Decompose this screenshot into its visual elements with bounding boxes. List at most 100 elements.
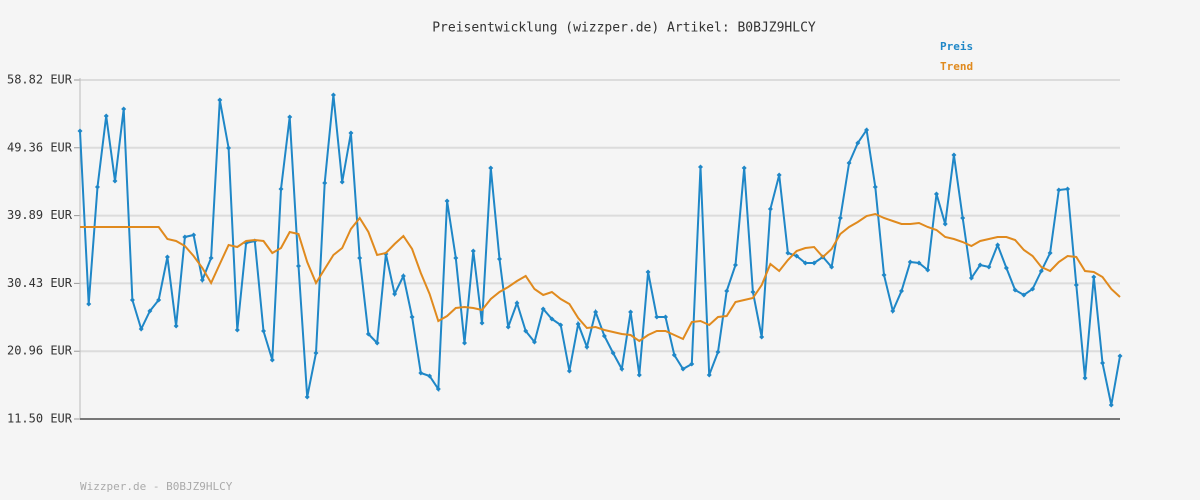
data-point [191,232,197,238]
y-tick-label: 49.36 EUR [7,140,73,154]
data-point [164,254,170,260]
data-point [916,260,922,266]
data-point [1012,287,1018,293]
data-point [278,186,284,192]
data-point [837,215,843,221]
y-tick-label: 30.43 EUR [7,276,73,290]
data-point [418,370,424,376]
data-point [348,130,354,136]
data-point [864,127,870,133]
data-point [855,140,861,146]
data-point [899,288,905,294]
data-point [138,326,144,332]
data-point [977,262,983,268]
y-tick-label: 20.96 EUR [7,344,73,358]
data-point [147,308,153,314]
data-point [645,269,651,275]
data-point [986,264,992,270]
legend-entry: Trend [940,60,973,73]
data-point [313,350,319,356]
data-point [925,267,931,273]
y-tick-label: 39.89 EUR [7,208,73,222]
data-point [715,349,721,355]
data-point [496,256,502,262]
data-point [1108,402,1114,408]
data-point [103,113,109,119]
data-point [767,206,773,212]
data-point [698,164,704,170]
data-point [269,357,275,363]
data-point [968,275,974,281]
data-point [1056,187,1062,193]
data-point [907,259,913,265]
data-point [1030,286,1036,292]
data-point [217,97,223,103]
data-point [846,160,852,166]
data-point [261,328,267,334]
data-point [488,165,494,171]
data-point [199,277,205,283]
data-point [689,361,695,367]
data-point [829,264,835,270]
data-point [357,255,363,261]
data-point [741,165,747,171]
data-point [374,340,380,346]
data-point [951,152,957,158]
data-point [208,255,214,261]
data-point [505,324,511,330]
data-point [593,309,599,315]
data-point [706,372,712,378]
data-point [802,260,808,266]
data-point [558,322,564,328]
data-point [1117,353,1123,359]
data-point [234,327,240,333]
data-point [86,301,92,307]
data-point [610,350,616,356]
data-point [182,234,188,240]
data-point [226,145,232,151]
data-point [330,92,336,98]
data-point [811,260,817,266]
data-point [427,373,433,379]
data-point [1065,186,1071,192]
data-point [523,328,529,334]
data-point [942,221,948,227]
data-point [960,215,966,221]
data-point [287,114,293,120]
data-point [654,314,660,320]
data-point [479,320,485,326]
data-point [304,394,310,400]
data-point [575,321,581,327]
y-tick-label: 11.50 EUR [7,412,73,426]
data-point [1021,292,1027,298]
data-point [549,316,555,322]
data-point [444,198,450,204]
data-point [1003,265,1009,271]
data-point [1100,360,1106,366]
data-point [531,339,537,345]
data-point [890,308,896,314]
data-point [671,352,677,358]
data-point [995,242,1001,248]
data-point [776,172,782,178]
data-point [392,291,398,297]
data-point [750,289,756,295]
data-point [1047,250,1053,256]
data-point [628,309,634,315]
data-point [514,300,520,306]
legend-entry: Preis [940,40,973,53]
chart-title: Preisentwicklung (wizzper.de) Artikel: B… [432,21,816,36]
data-point [129,297,135,303]
data-point [881,272,887,278]
data-point [409,314,415,320]
data-point [619,366,625,372]
data-point [339,179,345,185]
data-point [295,263,301,269]
data-point [663,314,669,320]
data-point [566,368,572,374]
data-point [584,344,590,350]
data-point [732,262,738,268]
data-point [636,372,642,378]
